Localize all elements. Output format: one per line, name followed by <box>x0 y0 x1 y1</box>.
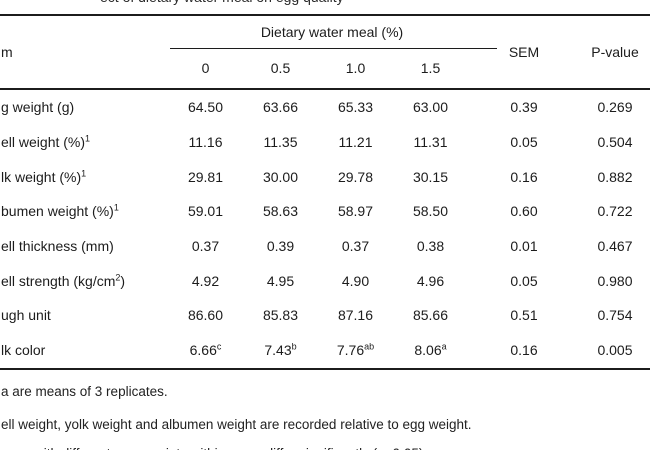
dose-level-headers: 0 0.5 1.0 1.5 <box>168 48 468 88</box>
column-header-dose-05: 0.5 <box>270 60 291 76</box>
column-header-dose-0: 0 <box>201 60 210 76</box>
pvalue-cell: 0.467 <box>597 238 633 255</box>
column-group-header: Dietary water meal (%) <box>260 23 404 40</box>
value-cell: 63.66 <box>262 99 299 116</box>
footnote-replicates: a are means of 3 replicates. <box>1 384 168 399</box>
sem-cell: 0.39 <box>510 99 538 116</box>
table-row: lk color 6.66c 7.43b 7.76ab 8.06a 0.16 0.005 <box>0 333 650 368</box>
group-header-underline <box>170 48 497 49</box>
pvalue-cell: 0.269 <box>597 99 633 116</box>
value-cell: 4.95 <box>266 272 295 289</box>
value-cell: 4.90 <box>341 272 370 289</box>
value-cell: 59.01 <box>187 203 224 220</box>
row-label: g weight (g) <box>1 99 75 116</box>
footnote-superscripts-partial: eans with different superscripts within … <box>0 446 427 450</box>
table-row: g weight (g) 64.50 63.66 65.33 63.00 0.39 0.26… <box>0 90 650 125</box>
table-row: ell thickness (mm) 0.37 0.39 0.37 0.38 0.01 0.… <box>0 229 650 264</box>
sem-cell: 0.51 <box>510 307 538 324</box>
value-cell: 63.00 <box>412 99 449 116</box>
table-top-rule <box>0 14 650 16</box>
value-cell: 87.16 <box>337 307 374 324</box>
row-label: bumen weight (%)1 <box>1 202 119 220</box>
pvalue-cell: 0.754 <box>597 307 633 324</box>
column-header-pvalue: P-value <box>591 43 639 60</box>
value-cell: 0.38 <box>416 238 445 255</box>
row-label: lk weight (%)1 <box>1 168 87 185</box>
row-label: ell thickness (mm) <box>1 238 114 255</box>
sem-cell: 0.05 <box>510 272 538 289</box>
sem-cell: 0.16 <box>510 168 538 185</box>
cropped-caption-fragment: ect of dietary water meal on egg quality <box>100 0 344 5</box>
value-cell: 4.92 <box>191 272 220 289</box>
table-row: ugh unit 86.60 85.83 87.16 85.66 0.51 0.754 <box>0 298 650 333</box>
column-header-sem: SEM <box>508 43 540 60</box>
pvalue-cell: 0.980 <box>597 272 633 289</box>
value-cell: 0.37 <box>191 238 220 255</box>
pvalue-cell: 0.504 <box>597 134 633 151</box>
value-cell: 86.60 <box>187 307 224 324</box>
value-cell: 7.43b <box>264 341 297 359</box>
value-cell: 65.33 <box>337 99 374 116</box>
table-header: m Dietary water meal (%) 0 0.5 1.0 1.5 S… <box>0 15 650 88</box>
value-cell: 6.66c <box>189 341 222 359</box>
row-label: lk color <box>1 342 46 359</box>
sem-cell: 0.16 <box>510 342 538 359</box>
value-cell: 29.78 <box>337 168 374 185</box>
value-cell: 11.16 <box>188 134 223 151</box>
value-cell: 30.15 <box>412 168 449 185</box>
sem-cell: 0.60 <box>510 203 538 220</box>
value-cell: 58.97 <box>337 203 374 220</box>
value-cell: 11.21 <box>338 134 373 151</box>
table-row: lk weight (%)1 29.81 30.00 29.78 30.15 0.16 0.… <box>0 159 650 194</box>
value-cell: 7.76ab <box>336 341 375 359</box>
sem-cell: 0.05 <box>510 134 538 151</box>
pvalue-cell: 0.005 <box>597 342 633 359</box>
column-header-dose-15: 1.5 <box>420 60 441 76</box>
footnote-relative-weights: ell weight, yolk weight and albumen weig… <box>1 417 472 432</box>
table-row: bumen weight (%)1 59.01 58.63 58.97 58.50 0.6… <box>0 194 650 229</box>
value-cell: 11.31 <box>413 134 448 151</box>
table-bottom-rule <box>0 368 650 370</box>
value-cell: 58.50 <box>412 203 449 220</box>
value-cell: 8.06a <box>414 341 447 359</box>
row-label: ell weight (%)1 <box>1 133 91 151</box>
value-cell: 85.83 <box>262 307 299 324</box>
sem-cell: 0.01 <box>510 238 538 255</box>
pvalue-cell: 0.722 <box>597 203 633 220</box>
row-label: ugh unit <box>1 307 51 324</box>
value-cell: 11.35 <box>263 134 298 151</box>
value-cell: 0.37 <box>341 238 370 255</box>
pvalue-cell: 0.882 <box>597 168 633 185</box>
header-bottom-rule <box>0 88 650 90</box>
table-body: g weight (g) 64.50 63.66 65.33 63.00 0.39 0.26… <box>0 90 650 368</box>
value-cell: 29.81 <box>187 168 224 185</box>
column-header-dose-10: 1.0 <box>345 60 366 76</box>
value-cell: 58.63 <box>262 203 299 220</box>
value-cell: 30.00 <box>262 168 299 185</box>
column-header-item: m <box>1 43 13 60</box>
value-cell: 64.50 <box>187 99 224 116</box>
value-cell: 85.66 <box>412 307 449 324</box>
table-row: ell strength (kg/cm2) 4.92 4.95 4.90 4.96 0.0… <box>0 263 650 298</box>
table-row: ell weight (%)1 11.16 11.35 11.21 11.31 0.05 0… <box>0 125 650 160</box>
row-label: ell strength (kg/cm2) <box>1 272 126 289</box>
value-cell: 4.96 <box>416 272 445 289</box>
value-cell: 0.39 <box>266 238 295 255</box>
